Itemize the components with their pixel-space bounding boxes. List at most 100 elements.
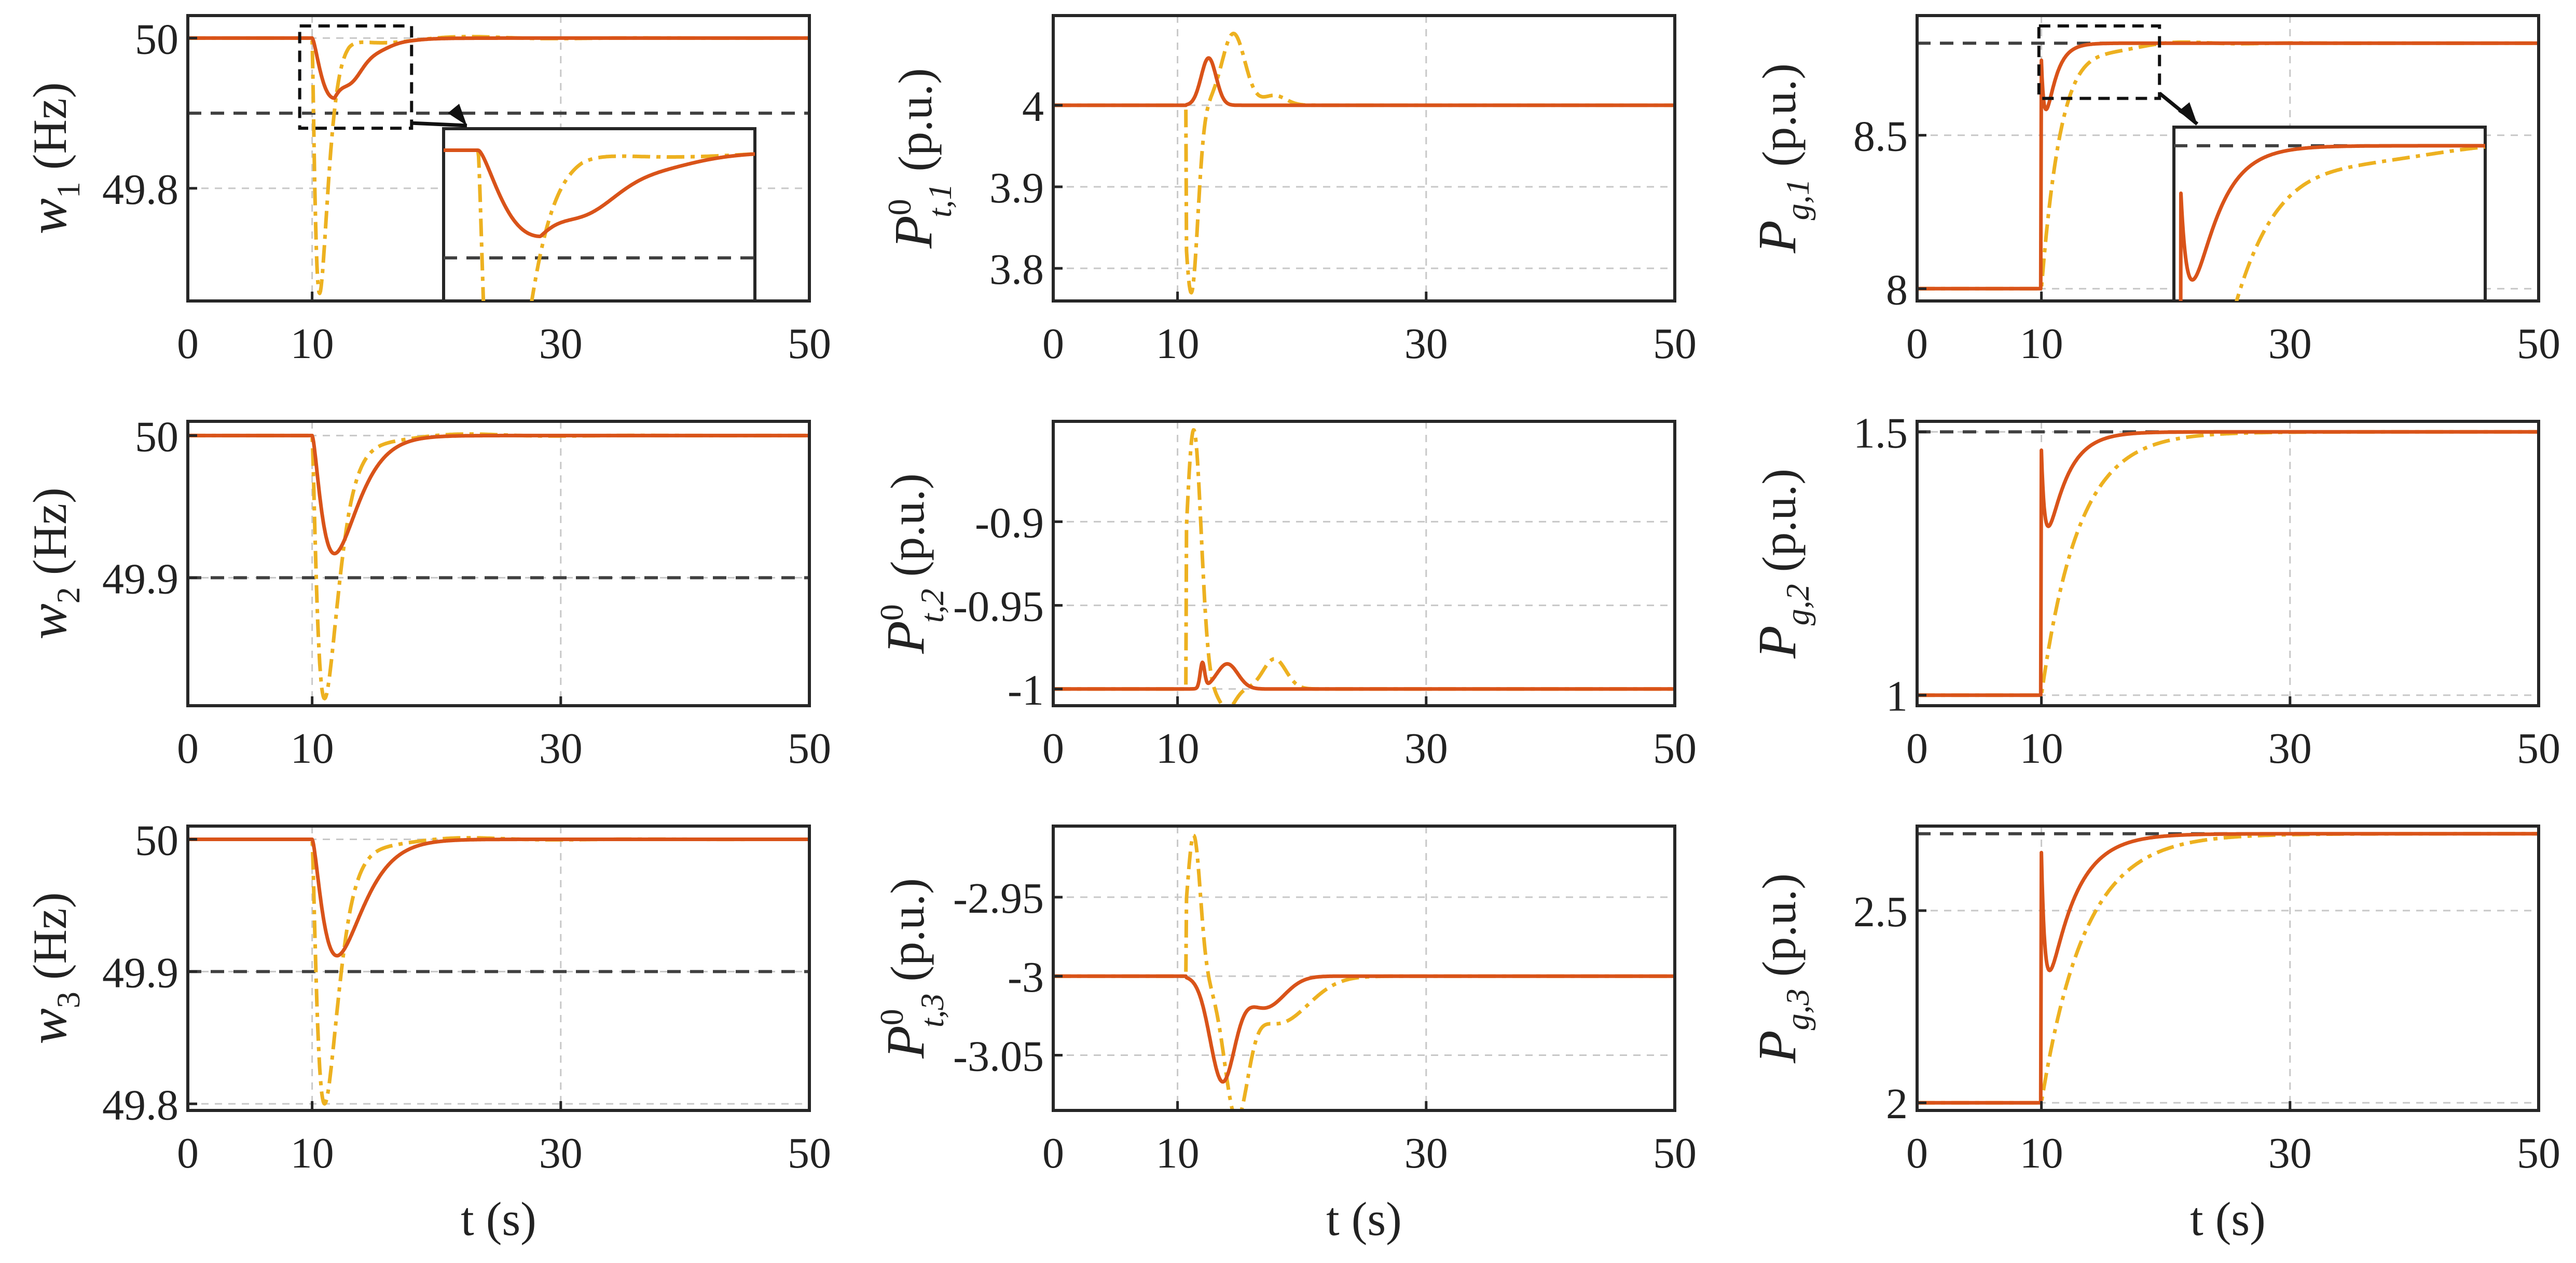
axes-frame [1052, 825, 1676, 1112]
y-tick-label: 2 [1886, 1080, 1908, 1128]
y-tick-label: 1 [1886, 672, 1908, 721]
series-2-line [188, 432, 809, 701]
x-tick-label: 50 [788, 1129, 831, 1177]
y-axis-label: Pg,1 (p.u.) [1747, 63, 1816, 254]
axes-frame [1916, 825, 2540, 1112]
y-tick-label: 49.8 [102, 1081, 178, 1129]
y-tick-label: 3.9 [989, 164, 1044, 212]
series-2-line [1053, 32, 1675, 295]
y-axis-label: w3 (Hz) [18, 893, 87, 1045]
y-tick-label: 3.8 [989, 245, 1044, 294]
x-tick-label: 0 [1042, 320, 1064, 368]
y-tick-label: -1 [1008, 666, 1044, 715]
x-tick-label: 0 [177, 1129, 199, 1177]
y-tick-label: 49.8 [102, 166, 178, 214]
x-tick-label: 30 [539, 724, 583, 773]
series-1-line [1053, 660, 1675, 691]
series-1-line [188, 36, 809, 100]
series-1-line [1917, 832, 2539, 1105]
x-tick-label: 10 [2020, 320, 2063, 368]
y-tick-label: 8 [1886, 266, 1908, 314]
x-tick-label: 10 [291, 724, 334, 773]
y-tick-label: 4 [1022, 83, 1044, 131]
y-tick-label: 1.5 [1853, 409, 1908, 457]
x-tick-label: 10 [291, 1129, 334, 1177]
x-tick-label: 50 [2517, 1129, 2560, 1177]
subplot-pt1: 0 10 30 50 3.8 3.9 4 P0 t,1 (p.u.) [881, 14, 1697, 368]
x-tick-label: 30 [539, 320, 583, 368]
series-1-line [1053, 56, 1675, 107]
x-tick-label: 10 [291, 320, 334, 368]
x-tick-label: 10 [1156, 724, 1200, 773]
x-tick-label: 10 [2020, 1129, 2063, 1177]
series-1-line [188, 838, 809, 958]
series-1-line [188, 433, 809, 556]
x-tick-label: 50 [788, 724, 831, 773]
y-tick-label: 50 [135, 413, 178, 461]
x-tick-label: 0 [1042, 1129, 1064, 1177]
x-tick-label: 30 [539, 1129, 583, 1177]
y-tick-label: 8.5 [1853, 113, 1908, 161]
x-tick-label: 0 [177, 724, 199, 773]
x-tick-label: 30 [1404, 320, 1448, 368]
x-tick-label: 50 [788, 320, 831, 368]
axes-frame [1052, 420, 1676, 707]
series-2-line [1917, 832, 2539, 1105]
subplot-pt2: 0 10 30 50 -1 -0.95 -0.9 P0 t,2 (p.u.) [873, 420, 1697, 773]
inset-series-2-line [2235, 145, 2485, 301]
inset-frame [2172, 126, 2487, 303]
subplot-pg3: 0 10 30 50 2 2.5 Pg,3 (p.u.) t (s) [1747, 825, 2560, 1245]
inset-series-1-line [2179, 144, 2485, 301]
y-tick-label: -0.95 [953, 583, 1044, 631]
x-tick-label: 10 [1156, 1129, 1200, 1177]
y-axis-label: Pg,2 (p.u.) [1747, 469, 1816, 659]
y-tick-label: -3.05 [953, 1032, 1044, 1080]
subplot-w1: 0 10 30 50 49.8 50 w1 (Hz) [18, 14, 831, 368]
y-tick-label: -2.95 [953, 874, 1044, 923]
x-tick-label: 50 [1653, 320, 1697, 368]
y-tick-label: 49.9 [102, 949, 178, 997]
x-axis-label: t (s) [461, 1192, 536, 1245]
y-tick-label: -0.9 [975, 499, 1044, 547]
x-tick-label: 10 [2020, 724, 2063, 773]
y-axis-label: Pg,3 (p.u.) [1747, 873, 1816, 1064]
x-tick-label: 30 [1404, 1129, 1448, 1177]
inset-series-2-line [444, 148, 755, 301]
x-tick-label: 50 [1653, 1129, 1697, 1177]
subplot-pg2: 0 10 30 50 1 1.5 Pg,2 (p.u.) [1747, 409, 2560, 773]
y-axis-label: w1 (Hz) [18, 83, 87, 235]
series-2-line [1917, 430, 2539, 697]
y-tick-label: 50 [135, 15, 178, 63]
subplot-w3: 0 10 30 50 49.8 49.9 50 w3 (Hz) t (s) [18, 816, 831, 1245]
x-tick-label: 0 [1906, 320, 1928, 368]
y-axis-label: P0 t,2 (p.u.) [873, 473, 950, 654]
x-tick-label: 50 [2517, 320, 2560, 368]
y-tick-label: 2.5 [1853, 888, 1908, 936]
y-tick-label: 50 [135, 816, 178, 864]
series-2-line [1053, 428, 1675, 706]
x-tick-label: 50 [1653, 724, 1697, 773]
axes-frame [1916, 420, 2540, 707]
x-axis-label: t (s) [2190, 1192, 2266, 1245]
x-tick-label: 30 [2268, 724, 2312, 773]
zoom-box [2037, 24, 2161, 100]
x-tick-label: 0 [177, 320, 199, 368]
series-1-line [1053, 974, 1675, 1084]
x-tick-label: 10 [1156, 320, 1200, 368]
x-tick-label: 30 [2268, 1129, 2312, 1177]
y-axis-label: w2 (Hz) [18, 488, 87, 640]
x-tick-label: 30 [1404, 724, 1448, 773]
series-1-line [1917, 430, 2539, 697]
x-tick-label: 50 [2517, 724, 2560, 773]
series-1-line [1917, 41, 2539, 291]
y-tick-label: -3 [1008, 953, 1044, 1001]
axes-frame [186, 420, 811, 707]
subplot-w2: 0 10 30 50 49.9 50 w2 (Hz) [18, 413, 831, 773]
y-axis-label: P0 t,3 (p.u.) [873, 878, 950, 1059]
zoom-box [298, 24, 414, 130]
axes-frame [186, 825, 811, 1112]
y-axis-label: P0 t,1 (p.u.) [881, 68, 958, 249]
x-tick-label: 0 [1906, 724, 1928, 773]
